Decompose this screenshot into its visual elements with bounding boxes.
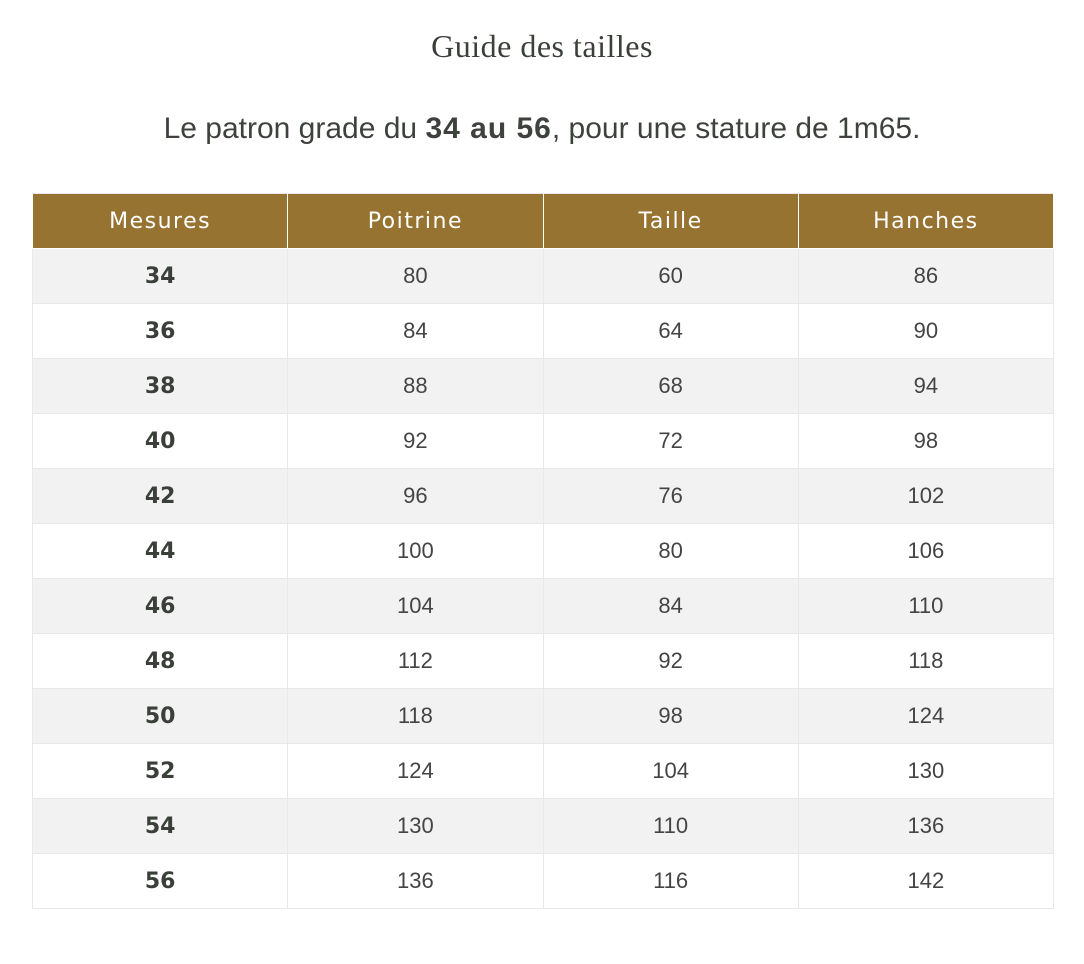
size-cell: 36 bbox=[31, 303, 289, 359]
measure-cell: 92 bbox=[287, 413, 544, 469]
column-header: Poitrine bbox=[287, 193, 544, 249]
size-cell: 48 bbox=[31, 633, 289, 689]
measure-cell: 100 bbox=[287, 523, 544, 579]
measure-cell: 110 bbox=[797, 578, 1055, 634]
measure-cell: 118 bbox=[287, 688, 544, 744]
size-table: Mesures Poitrine Taille Hanches 34 80 60 86 36 84… bbox=[31, 193, 1055, 909]
measure-cell: 112 bbox=[287, 633, 544, 689]
measure-cell: 124 bbox=[287, 743, 544, 799]
subtitle: Le patron grade du 34 au 56, pour une st… bbox=[0, 112, 1084, 146]
measure-cell: 86 bbox=[797, 248, 1055, 304]
table-row: 46 104 84 110 bbox=[31, 578, 1055, 634]
measure-cell: 72 bbox=[542, 413, 799, 469]
measure-cell: 92 bbox=[542, 633, 799, 689]
table-row: 44 100 80 106 bbox=[31, 523, 1055, 579]
column-header: Taille bbox=[542, 193, 799, 249]
measure-cell: 104 bbox=[287, 578, 544, 634]
table-row: 40 92 72 98 bbox=[31, 413, 1055, 469]
measure-cell: 118 bbox=[797, 633, 1055, 689]
measure-cell: 76 bbox=[542, 468, 799, 524]
size-cell: 44 bbox=[31, 523, 289, 579]
table-row: 42 96 76 102 bbox=[31, 468, 1055, 524]
measure-cell: 110 bbox=[542, 798, 799, 854]
size-cell: 38 bbox=[31, 358, 289, 414]
size-cell: 34 bbox=[31, 248, 289, 304]
size-cell: 50 bbox=[31, 688, 289, 744]
measure-cell: 80 bbox=[542, 523, 799, 579]
size-cell: 40 bbox=[31, 413, 289, 469]
measure-cell: 102 bbox=[797, 468, 1055, 524]
measure-cell: 68 bbox=[542, 358, 799, 414]
measure-cell: 130 bbox=[287, 798, 544, 854]
size-cell: 42 bbox=[31, 468, 289, 524]
measure-cell: 88 bbox=[287, 358, 544, 414]
subtitle-text: Le patron grade du bbox=[163, 112, 426, 145]
subtitle-text: , pour une stature de 1m65. bbox=[551, 112, 921, 145]
table-row: 56 136 116 142 bbox=[31, 853, 1055, 909]
measure-cell: 64 bbox=[542, 303, 799, 359]
measure-cell: 136 bbox=[797, 798, 1055, 854]
column-header: Hanches bbox=[797, 193, 1055, 249]
subtitle-bold: 34 au 56 bbox=[425, 112, 552, 145]
table-row: 54 130 110 136 bbox=[31, 798, 1055, 854]
table-row: 34 80 60 86 bbox=[31, 248, 1055, 304]
size-cell: 56 bbox=[31, 853, 289, 909]
table-row: 50 118 98 124 bbox=[31, 688, 1055, 744]
measure-cell: 104 bbox=[542, 743, 799, 799]
table-row: 52 124 104 130 bbox=[31, 743, 1055, 799]
measure-cell: 90 bbox=[797, 303, 1055, 359]
size-cell: 54 bbox=[31, 798, 289, 854]
title: Guide des tailles bbox=[431, 28, 653, 64]
table-row: 36 84 64 90 bbox=[31, 303, 1055, 359]
header-row: Mesures Poitrine Taille Hanches bbox=[31, 193, 1055, 249]
measure-cell: 124 bbox=[797, 688, 1055, 744]
measure-cell: 136 bbox=[287, 853, 544, 909]
measure-cell: 60 bbox=[542, 248, 799, 304]
measure-cell: 116 bbox=[542, 853, 799, 909]
table-row: 48 112 92 118 bbox=[31, 633, 1055, 689]
measure-cell: 94 bbox=[797, 358, 1055, 414]
size-cell: 46 bbox=[31, 578, 289, 634]
measure-cell: 98 bbox=[542, 688, 799, 744]
size-cell: 52 bbox=[31, 743, 289, 799]
measure-cell: 130 bbox=[797, 743, 1055, 799]
measure-cell: 96 bbox=[287, 468, 544, 524]
measure-cell: 84 bbox=[542, 578, 799, 634]
measure-cell: 106 bbox=[797, 523, 1055, 579]
table-row: 38 88 68 94 bbox=[31, 358, 1055, 414]
measure-cell: 80 bbox=[287, 248, 544, 304]
measure-cell: 98 bbox=[797, 413, 1055, 469]
column-header: Mesures bbox=[31, 193, 289, 249]
measure-cell: 84 bbox=[287, 303, 544, 359]
measure-cell: 142 bbox=[797, 853, 1055, 909]
